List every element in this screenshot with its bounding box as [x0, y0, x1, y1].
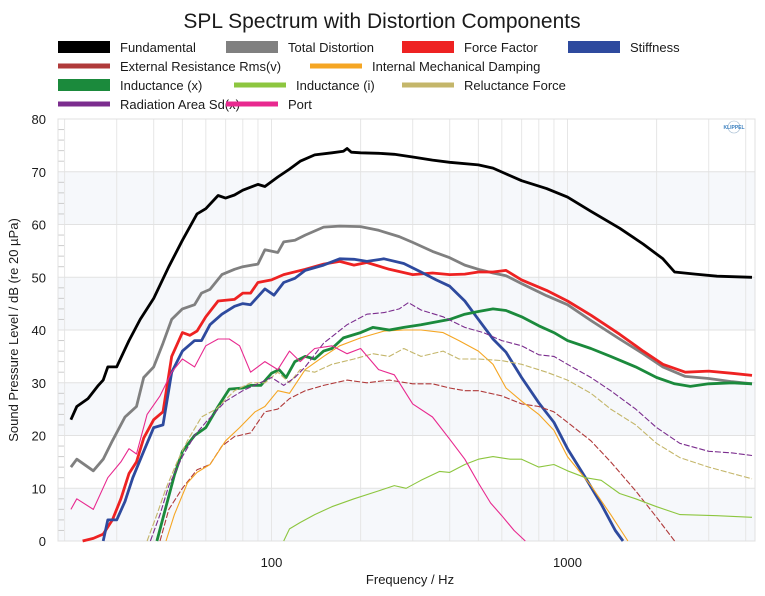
legend-label: Port	[288, 97, 312, 112]
legend-swatch	[310, 63, 362, 69]
legend-label: Internal Mechanical Damping	[372, 59, 540, 74]
logo-ring	[727, 120, 741, 134]
x-tick-label: 1000	[553, 555, 582, 570]
y-tick-label: 60	[32, 218, 46, 233]
series-line-8	[146, 347, 753, 542]
series-line-10	[70, 338, 526, 542]
legend-swatch	[58, 63, 110, 69]
y-tick-label: 70	[32, 165, 46, 180]
series-line-1	[69, 224, 753, 473]
legend-label: Total Distortion	[288, 40, 374, 55]
legend-label: External Resistance Rms(v)	[120, 59, 281, 74]
legend-swatch	[234, 82, 286, 88]
y-tick-label: 20	[32, 429, 46, 444]
legend-swatch	[58, 79, 110, 91]
plot-border	[57, 118, 756, 542]
shaded-band	[58, 382, 755, 436]
grid	[57, 118, 756, 542]
legend-swatch	[568, 41, 620, 53]
y-tick-label: 80	[32, 112, 46, 127]
y-tick-label: 40	[32, 323, 46, 338]
series-line-5	[165, 329, 629, 542]
logo-text: KLIPPEL	[723, 125, 744, 131]
series-layer	[69, 147, 753, 543]
y-tick-label: 0	[39, 534, 46, 549]
x-axis-label: Frequency / Hz	[366, 572, 454, 587]
series-line-9	[149, 302, 753, 542]
legend-swatch	[226, 41, 278, 53]
y-tick-label: 50	[32, 270, 46, 285]
y-tick-label: 30	[32, 376, 46, 391]
legend-label: Inductance (i)	[296, 78, 375, 93]
legend-swatch	[58, 101, 110, 107]
axes: 0 10 20 30 40 50 60 70 80 100 1000	[32, 112, 582, 570]
legend-label: Reluctance Force	[464, 78, 566, 93]
legend-label: Force Factor	[464, 40, 538, 55]
y-axis-label: Sound Pressure Level / dB (re 20 µPa)	[6, 218, 21, 442]
legend-label: Stiffness	[630, 40, 680, 55]
series-line-3	[101, 257, 625, 542]
plot-background	[58, 171, 755, 541]
series-line-7	[283, 456, 753, 542]
legend-swatch	[58, 41, 110, 53]
x-tick-label: 100	[261, 555, 283, 570]
series-line-0	[69, 147, 753, 421]
watermark-logo: KLIPPEL	[723, 120, 745, 134]
legend-label: Fundamental	[120, 40, 196, 55]
legend-swatch	[226, 101, 278, 107]
legend: Fundamental Total Distortion Force Factor S…	[58, 40, 680, 112]
shaded-band	[58, 171, 755, 225]
chart-title: SPL Spectrum with Distortion Components	[183, 10, 580, 33]
series-line-6	[155, 307, 753, 542]
legend-swatch	[402, 41, 454, 53]
legend-swatch	[402, 82, 454, 88]
legend-label: Radiation Area Sd(x)	[120, 97, 240, 112]
y-tick-label: 10	[32, 481, 46, 496]
legend-label: Inductance (x)	[120, 78, 202, 93]
